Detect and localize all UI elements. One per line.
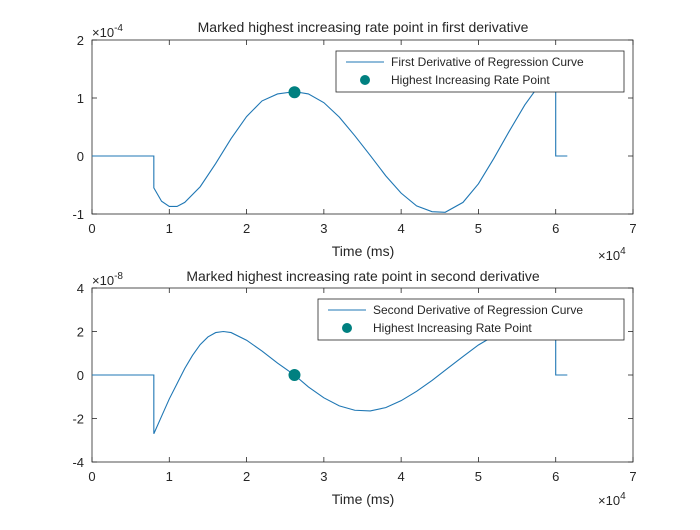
- chart-second-derivative: Marked highest increasing rate point in …: [72, 268, 636, 508]
- x-tick-label: 5: [475, 221, 482, 236]
- y-tick-label: 0: [77, 368, 84, 383]
- chart-title: Marked highest increasing rate point in …: [186, 268, 540, 284]
- y-tick-label: -1: [72, 207, 84, 222]
- x-tick-label: 5: [475, 469, 482, 484]
- y-tick-label: 2: [77, 33, 84, 48]
- legend-entry-label: Highest Increasing Rate Point: [391, 73, 550, 87]
- y-tick-label: 1: [77, 91, 84, 106]
- chart-first-derivative: Marked highest increasing rate point in …: [72, 19, 636, 263]
- chart-title: Marked highest increasing rate point in …: [198, 19, 529, 35]
- x-axis-label: Time (ms): [332, 491, 394, 507]
- x-tick-label: 0: [88, 469, 95, 484]
- x-tick-label: 6: [552, 221, 559, 236]
- x-tick-label: 1: [166, 221, 173, 236]
- y-tick-label: 4: [77, 281, 84, 296]
- x-tick-label: 7: [629, 221, 636, 236]
- highest-rate-marker: [288, 369, 301, 381]
- series-line: [92, 330, 568, 434]
- x-tick-label: 2: [243, 469, 250, 484]
- x-axis-label: Time (ms): [332, 243, 394, 259]
- legend-entry-label: Highest Increasing Rate Point: [373, 321, 532, 335]
- y-tick-label: 2: [77, 325, 84, 340]
- x-tick-label: 1: [166, 469, 173, 484]
- y-tick-label: 0: [77, 149, 84, 164]
- x-tick-label: 6: [552, 469, 559, 484]
- x-axis-multiplier: ×104: [598, 491, 626, 508]
- x-tick-label: 0: [88, 221, 95, 236]
- y-tick-label: -4: [72, 455, 84, 470]
- legend: [335, 50, 625, 93]
- legend: [317, 298, 625, 341]
- x-tick-label: 4: [398, 469, 405, 484]
- x-axis-multiplier: ×104: [598, 246, 626, 263]
- x-tick-label: 3: [320, 469, 327, 484]
- x-tick-label: 4: [398, 221, 405, 236]
- legend-marker-swatch: [360, 75, 370, 85]
- axes-box: [91, 39, 634, 215]
- legend-entry-label: First Derivative of Regression Curve: [391, 55, 584, 69]
- legend-marker-swatch: [342, 323, 352, 333]
- x-tick-label: 2: [243, 221, 250, 236]
- legend-entry-label: Second Derivative of Regression Curve: [373, 303, 583, 317]
- highest-rate-marker: [288, 86, 301, 99]
- y-tick-label: -2: [72, 412, 84, 427]
- x-tick-label: 3: [320, 221, 327, 236]
- x-tick-label: 7: [629, 469, 636, 484]
- series-line: [92, 82, 568, 213]
